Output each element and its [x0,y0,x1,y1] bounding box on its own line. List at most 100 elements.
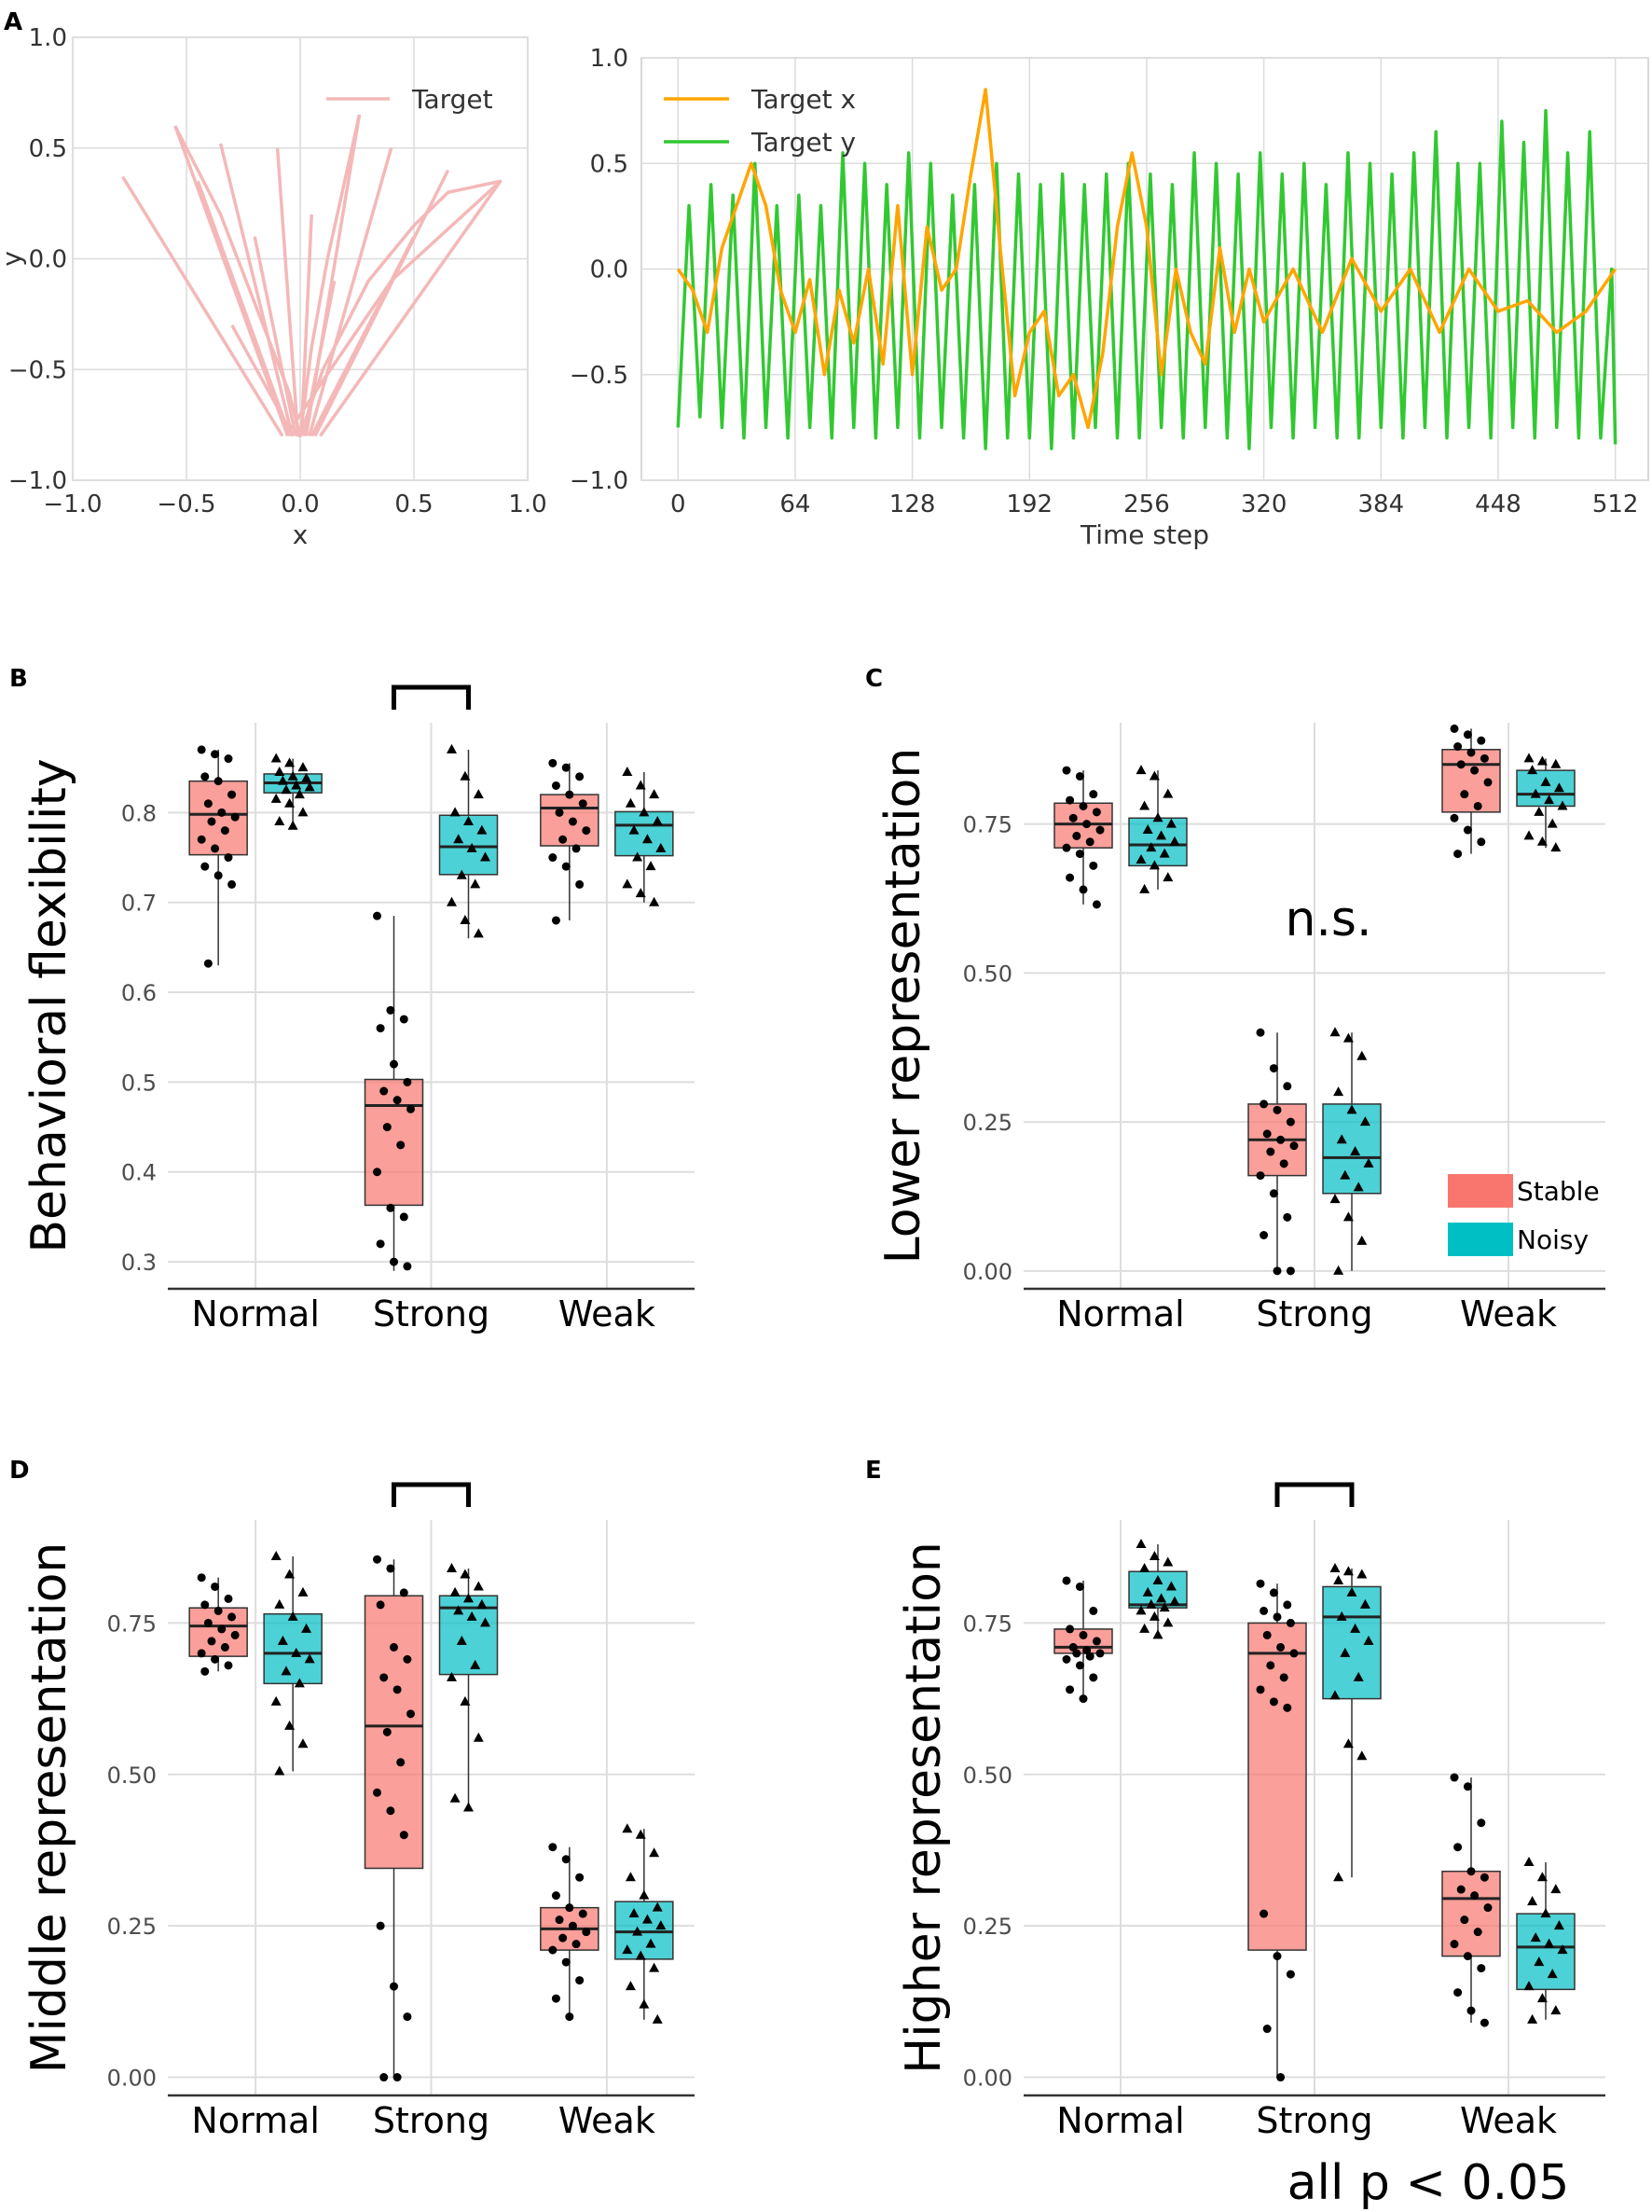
data-point-stable-strong [1262,1630,1272,1639]
data-point-noisy-normal [291,780,302,790]
data-point-stable-weak [582,1928,591,1937]
data-point-noisy-strong [1329,1027,1341,1037]
y-axis-label: y [0,251,27,267]
data-point-noisy-strong [1363,1635,1374,1645]
data-point-stable-normal [1075,1582,1084,1591]
data-point-stable-normal [1079,1694,1088,1704]
y-tick-label: 0.75 [107,1611,157,1637]
data-point-noisy-strong [476,824,488,835]
data-point-stable-strong [1279,1673,1288,1682]
y-tick-label: 0.25 [963,1914,1012,1940]
data-point-noisy-normal [284,757,296,767]
data-point-stable-strong [376,1921,385,1930]
x-tick-label: 256 [1123,491,1170,518]
target-x-line [676,88,1618,430]
data-point-noisy-weak [655,842,667,852]
data-point-stable-weak [551,781,560,790]
data-point-stable-strong [1286,1618,1295,1627]
data-point-stable-normal [1062,1576,1071,1585]
category-label-normal: Normal [1056,1293,1185,1334]
data-point-stable-normal [203,1618,213,1627]
data-point-stable-normal [200,1666,210,1676]
data-point-stable-weak [565,790,574,799]
data-point-noisy-weak [635,1829,646,1839]
data-point-stable-strong [379,1086,389,1096]
data-point-noisy-strong [1363,1157,1374,1168]
data-point-noisy-weak [639,1998,650,2009]
data-point-stable-normal [1095,825,1105,835]
data-point-noisy-weak [1540,776,1551,786]
data-point-stable-strong [376,1239,385,1249]
data-point-noisy-normal [270,753,282,763]
data-point-stable-normal [207,1637,216,1646]
data-point-stable-strong [1273,1952,1282,1961]
data-point-stable-weak [578,1909,587,1918]
data-point-noisy-normal [1136,765,1147,775]
target-trajectory-segment [121,175,284,437]
legend-label-stable: Stable [1517,1176,1600,1207]
target-trajectory-segment [173,125,290,437]
legend-swatch-stable [1448,1174,1513,1208]
data-point-stable-normal [1089,1673,1098,1682]
box-noisy-weak [614,1901,674,1960]
category-label-weak: Weak [558,1293,655,1334]
data-point-stable-strong [1273,1612,1282,1622]
data-point-stable-weak [1453,1843,1463,1852]
data-point-noisy-normal [1142,824,1153,835]
data-point-noisy-weak [1523,830,1535,840]
data-point-noisy-normal [297,807,309,817]
data-point-stable-weak [575,1976,585,1985]
target-trajectory-segment [319,180,502,437]
y-axis-label: Middle representation [21,1542,77,2074]
data-point-stable-weak [555,1915,564,1925]
data-point-stable-weak [558,1933,568,1942]
data-point-noisy-normal [284,797,296,808]
data-point-stable-weak [561,1855,571,1864]
data-point-stable-normal [220,826,229,836]
data-point-stable-strong [403,1077,412,1086]
data-point-stable-weak [1466,748,1476,757]
data-point-stable-weak [558,835,568,844]
data-point-stable-weak [582,826,591,836]
data-point-noisy-weak [649,1847,660,1858]
data-point-stable-strong [379,1673,389,1682]
data-point-stable-weak [1456,760,1466,769]
box-stable-strong [364,1595,424,1870]
data-point-noisy-strong [453,1605,464,1615]
legend-label-noisy: Noisy [1517,1224,1589,1255]
data-point-noisy-weak [622,1823,633,1833]
data-point-stable-strong [373,1555,381,1564]
data-point-noisy-normal [1159,1602,1170,1612]
data-point-stable-strong [1269,1189,1278,1198]
data-point-noisy-normal [270,1695,282,1706]
data-point-noisy-weak [635,1950,646,1960]
data-point-stable-normal [217,1624,227,1634]
data-point-stable-weak [561,763,571,772]
data-point-stable-strong [403,1654,412,1664]
data-point-stable-strong [376,1600,385,1610]
data-point-stable-weak [1480,1873,1489,1882]
data-point-noisy-weak [1550,842,1562,852]
data-point-noisy-normal [1136,853,1147,864]
data-point-noisy-weak [645,1938,656,1948]
data-point-stable-strong [1269,1697,1278,1707]
data-point-stable-strong [1260,1230,1269,1239]
data-point-stable-normal [1089,1606,1098,1615]
data-point-stable-weak [1473,1928,1482,1937]
y-tick-label: 0.00 [107,2066,157,2092]
data-point-stable-normal [213,1606,223,1615]
data-point-stable-weak [1450,1940,1459,1949]
y-tick-label: 0.50 [107,1763,157,1789]
box-noisy-strong [1322,1103,1382,1195]
data-point-noisy-weak [1544,1938,1555,1948]
data-point-noisy-strong [456,1635,467,1645]
data-point-noisy-strong [480,851,490,862]
box-noisy-weak [1516,769,1576,808]
x-tick-label: 384 [1357,491,1404,518]
data-point-noisy-strong [1329,1690,1341,1700]
data-point-noisy-strong [463,1593,474,1603]
data-point-noisy-weak [1523,1981,1535,1991]
data-point-stable-strong [1269,1588,1278,1597]
data-point-noisy-strong [1336,1134,1347,1144]
